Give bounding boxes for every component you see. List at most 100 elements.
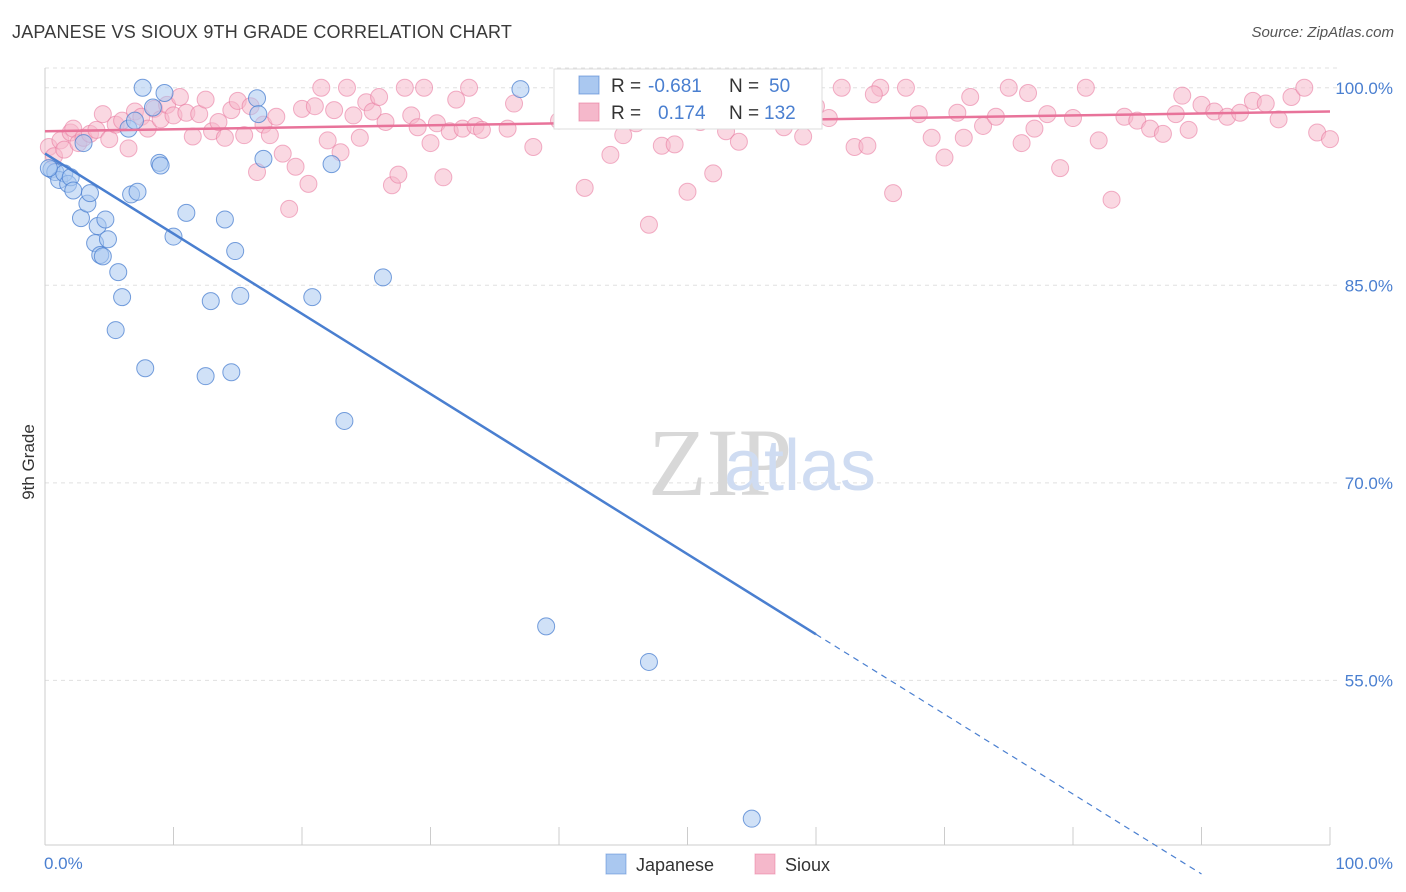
sioux-point [415, 78, 434, 97]
sioux-point [1321, 130, 1339, 149]
legend-japanese-swatch [578, 75, 600, 95]
sioux-point [434, 168, 453, 187]
japanese-point [537, 617, 556, 636]
japanese-point [215, 210, 234, 229]
sioux-point [601, 145, 620, 164]
chart-title: JAPANESE VS SIOUX 9TH GRADE CORRELATION … [12, 22, 513, 42]
japanese-point [109, 263, 128, 282]
japanese-point [106, 321, 125, 340]
japanese-trend-line [44, 152, 817, 636]
sioux-point [305, 97, 324, 116]
japanese-point [151, 156, 170, 175]
x-tick-label-end: 100.0% [1335, 854, 1393, 873]
bottom-legend-sioux-swatch [754, 853, 776, 875]
bottom-legend-japanese-swatch [605, 853, 627, 875]
sioux-point [344, 106, 363, 125]
japanese-trend-extension [815, 633, 1202, 875]
stats-legend: R = -0.681 N = 50 R = 0.174 N = 132 [553, 68, 823, 130]
y-tick-label: 70.0% [1345, 474, 1393, 493]
watermark-zip: ZIP [648, 409, 792, 516]
sioux-point [909, 105, 928, 124]
sioux-point [1038, 105, 1057, 124]
sioux-point [280, 199, 299, 218]
japanese-point [196, 367, 215, 386]
sioux-point [864, 85, 883, 104]
legend-sioux-r-value: 0.174 [658, 103, 706, 124]
sioux-point [794, 127, 813, 146]
japanese-point [39, 159, 58, 178]
sioux-point [389, 165, 408, 184]
sioux-point [524, 138, 543, 157]
sioux-point [312, 78, 331, 97]
japanese-point [511, 80, 530, 99]
source-label: Source: ZipAtlas.com [1251, 24, 1394, 41]
sioux-point [832, 78, 851, 97]
sioux-point [896, 78, 915, 97]
sioux-point [858, 136, 877, 155]
sioux-point [427, 114, 446, 133]
legend-japanese-r-label: R = [611, 76, 641, 97]
legend-japanese-n-value: 50 [769, 76, 790, 97]
sioux-point [954, 128, 973, 147]
tick-labels: 55.0% 70.0% 85.0% 100.0% 0.0% 100.0% [44, 79, 1393, 873]
sioux-point [1282, 87, 1301, 106]
sioux-point [884, 184, 903, 203]
japanese-point [639, 652, 658, 671]
sioux-point [170, 87, 189, 106]
sioux-point [325, 101, 344, 120]
axes [44, 68, 1331, 846]
bottom-legend-sioux-label: Sioux [785, 855, 830, 875]
sioux-point [922, 128, 941, 147]
sioux-point [421, 134, 440, 153]
japanese-point [322, 155, 341, 174]
sioux-point [93, 105, 112, 124]
sioux-point [209, 112, 228, 131]
japanese-point [143, 98, 162, 117]
sioux-point [337, 78, 356, 97]
legend-japanese-n-label: N = [729, 76, 759, 97]
japanese-point [254, 149, 273, 168]
sioux-point [1019, 84, 1038, 103]
sioux-point [350, 128, 369, 147]
sioux-point [935, 148, 954, 167]
sioux-point [395, 78, 414, 97]
sioux-point [961, 87, 980, 106]
sioux-point [273, 144, 292, 163]
legend-sioux-n-label: N = [729, 103, 759, 124]
sioux-point [999, 78, 1018, 97]
sioux-point [183, 127, 202, 146]
legend-japanese-r-value: -0.681 [648, 76, 702, 97]
japanese-point [74, 134, 93, 153]
sioux-point [1295, 78, 1314, 97]
japanese-point [742, 809, 761, 828]
sioux-point [1025, 119, 1044, 138]
sioux-point [704, 164, 723, 183]
sioux-point [1076, 78, 1095, 97]
sioux-point [1269, 110, 1288, 129]
japanese-point [231, 286, 250, 305]
japanese-point [133, 78, 152, 97]
bottom-legend-japanese-label: Japanese [636, 855, 714, 875]
japanese-point [373, 268, 392, 287]
sioux-point [1102, 190, 1121, 209]
legend-sioux-n-value: 132 [764, 103, 796, 124]
japanese-point [155, 84, 174, 103]
y-tick-label: 100.0% [1335, 79, 1393, 98]
japanese-point [226, 242, 245, 261]
sioux-point [196, 90, 215, 109]
sioux-point [729, 132, 748, 151]
watermark-atlas: atlas [724, 426, 876, 506]
sioux-point [1089, 131, 1108, 150]
sioux-point [460, 78, 479, 97]
japanese-point [335, 411, 354, 430]
japanese-point [201, 292, 220, 311]
sioux-point [1173, 86, 1192, 105]
japanese-point [222, 363, 241, 382]
sioux-point [948, 103, 967, 122]
japanese-point [113, 288, 132, 307]
sioux-point [447, 90, 466, 109]
legend-sioux-swatch [578, 102, 600, 122]
sioux-point [1064, 109, 1082, 128]
japanese-point [128, 182, 147, 201]
